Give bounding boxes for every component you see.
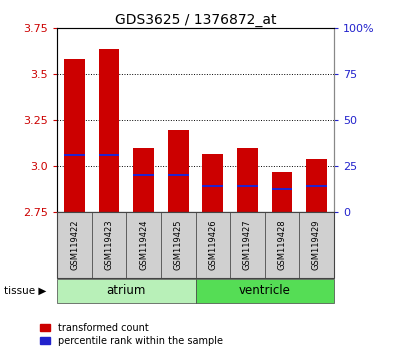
Bar [272, 172, 292, 212]
Title: GDS3625 / 1376872_at: GDS3625 / 1376872_at [115, 13, 276, 27]
Bar [126, 212, 161, 278]
Text: GSM119422: GSM119422 [70, 220, 79, 270]
Text: GSM119426: GSM119426 [208, 220, 217, 270]
Bar [57, 212, 92, 278]
Bar [272, 188, 292, 190]
Bar [168, 130, 189, 212]
Bar [64, 59, 85, 212]
Text: GSM119424: GSM119424 [139, 220, 148, 270]
Bar [203, 184, 223, 187]
Bar [99, 154, 120, 156]
Text: ventricle: ventricle [239, 284, 291, 297]
Text: GSM119425: GSM119425 [174, 220, 183, 270]
Legend: transformed count, percentile rank within the sample: transformed count, percentile rank withi… [40, 323, 223, 346]
Text: tissue ▶: tissue ▶ [4, 286, 46, 296]
Bar [265, 212, 299, 278]
Bar [196, 279, 334, 303]
Bar [306, 159, 327, 212]
Bar [134, 173, 154, 176]
Text: atrium: atrium [107, 284, 146, 297]
Bar [92, 212, 126, 278]
Bar [134, 148, 154, 212]
Text: GSM119428: GSM119428 [277, 220, 286, 270]
Bar [237, 184, 258, 187]
Text: GSM119423: GSM119423 [105, 220, 114, 270]
Bar [237, 148, 258, 212]
Bar [306, 184, 327, 187]
Bar [161, 212, 196, 278]
Bar [196, 212, 230, 278]
Text: GSM119429: GSM119429 [312, 220, 321, 270]
Bar [230, 212, 265, 278]
Bar [64, 154, 85, 156]
Bar [299, 212, 334, 278]
Bar [168, 173, 189, 176]
Bar [57, 279, 196, 303]
Text: GSM119427: GSM119427 [243, 220, 252, 270]
Bar [99, 50, 120, 212]
Bar [203, 154, 223, 212]
